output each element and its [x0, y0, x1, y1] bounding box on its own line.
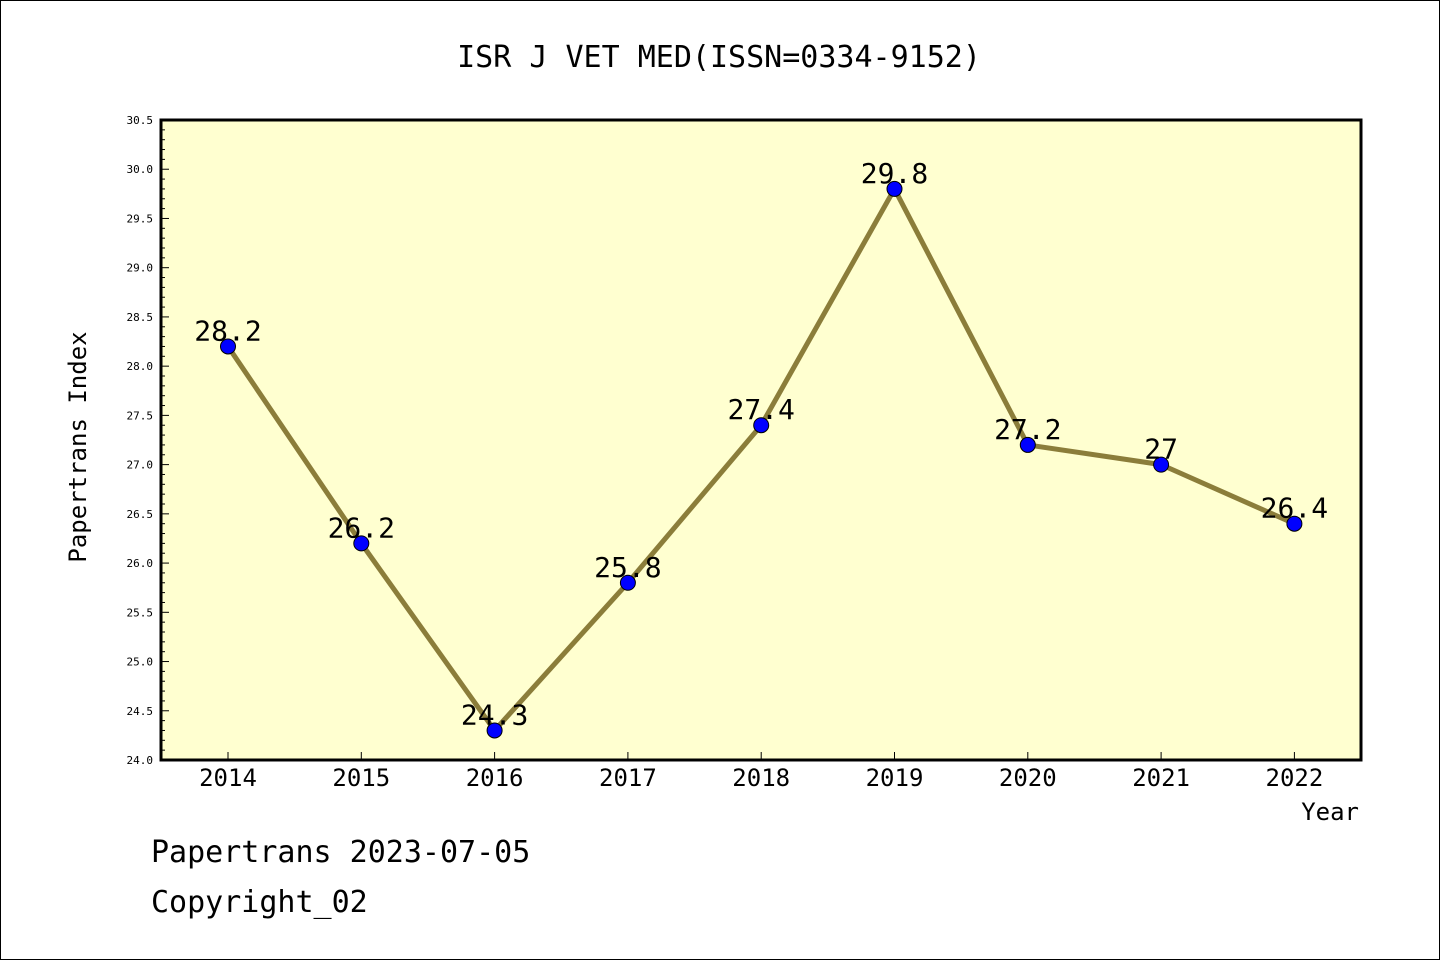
y-tick-label: 25.0 [127, 656, 154, 669]
y-tick-label: 27.0 [127, 459, 154, 472]
data-label: 25.8 [594, 551, 661, 584]
data-point [1019, 436, 1036, 453]
x-axis-label: Year [1301, 798, 1359, 826]
data-point [1153, 456, 1170, 473]
data-label: 24.3 [461, 698, 528, 731]
y-tick-label: 26.0 [127, 557, 154, 570]
y-tick-label: 28.5 [127, 311, 154, 324]
data-label: 29.8 [861, 157, 928, 190]
chart-title: ISR J VET MED(ISSN=0334-9152) [457, 40, 981, 75]
y-tick-label: 24.5 [127, 705, 154, 718]
x-tick-label: 2017 [599, 764, 657, 792]
data-label: 28.2 [194, 314, 261, 347]
x-axis: 2014 2015 2016 2017 2018 2019 2020 2021 2022 [199, 752, 1323, 792]
data-point [486, 722, 503, 739]
y-axis: 24.0 24.5 25.0 25.5 26.0 26.5 27.0 27.5 28.0 28.5… [127, 114, 169, 767]
footer-copyright: Copyright_02 [151, 885, 368, 920]
plot-area [159, 118, 1363, 762]
x-tick-label: 2021 [1132, 764, 1190, 792]
x-tick-label: 2016 [466, 764, 524, 792]
y-tick-label: 24.0 [127, 754, 154, 767]
data-label: 27.4 [727, 393, 794, 426]
y-tick-label: 27.5 [127, 409, 154, 422]
series-group [220, 180, 1303, 739]
data-point [753, 417, 770, 434]
data-point [619, 574, 636, 591]
data-point [353, 535, 370, 552]
y-tick-label: 29.0 [127, 262, 154, 275]
data-label-group: 28.2 26.2 24.3 25.8 27.4 29.8 27.2 27 26.4 [194, 157, 1328, 732]
data-label: 27.2 [994, 413, 1061, 446]
y-tick-label: 30.0 [127, 163, 154, 176]
y-axis-label: Papertrans Index [64, 331, 92, 562]
x-tick-label: 2018 [732, 764, 790, 792]
y-tick-label: 26.5 [127, 508, 154, 521]
x-tick-label: 2022 [1266, 764, 1324, 792]
data-point [886, 180, 903, 197]
x-tick-label: 2014 [199, 764, 257, 792]
x-tick-label: 2015 [332, 764, 390, 792]
y-tick-label: 25.5 [127, 606, 154, 619]
data-label: 27 [1144, 433, 1178, 466]
data-label: 26.2 [328, 511, 395, 544]
data-label: 26.4 [1261, 492, 1328, 525]
y-tick-label: 30.5 [127, 114, 154, 127]
data-point [220, 338, 236, 355]
x-tick-label: 2019 [866, 764, 924, 792]
footer-date: Papertrans 2023-07-05 [151, 835, 531, 870]
data-point [1286, 515, 1303, 532]
y-tick-label: 28.0 [127, 360, 154, 373]
x-tick-label: 2020 [999, 764, 1057, 792]
y-tick-label: 29.5 [127, 212, 154, 225]
